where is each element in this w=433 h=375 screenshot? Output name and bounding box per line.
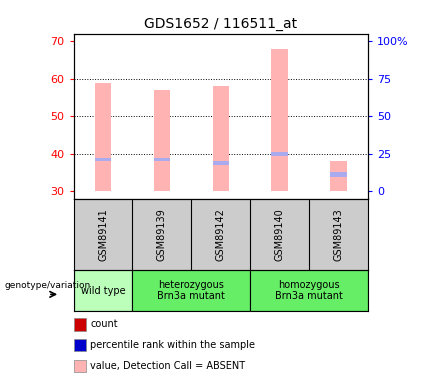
Bar [213, 161, 229, 165]
Bar [95, 82, 111, 191]
Text: GSM89143: GSM89143 [333, 208, 344, 261]
Text: count: count [90, 320, 118, 329]
Text: GSM89140: GSM89140 [275, 208, 285, 261]
Text: genotype/variation: genotype/variation [4, 280, 90, 290]
Bar [154, 90, 170, 191]
Title: GDS1652 / 116511_at: GDS1652 / 116511_at [144, 17, 297, 32]
Text: percentile rank within the sample: percentile rank within the sample [90, 340, 255, 350]
Bar [74, 270, 132, 311]
Bar [271, 49, 288, 191]
Bar [213, 86, 229, 191]
Text: homozygous
Brn3a mutant: homozygous Brn3a mutant [275, 280, 343, 302]
Text: heterozygous
Brn3a mutant: heterozygous Brn3a mutant [158, 280, 225, 302]
Bar [132, 270, 250, 311]
Bar [330, 161, 347, 191]
Text: GSM89141: GSM89141 [98, 208, 108, 261]
Bar [250, 270, 368, 311]
Bar [330, 172, 347, 177]
Bar [271, 152, 288, 156]
Text: GSM89139: GSM89139 [157, 208, 167, 261]
Bar [95, 158, 111, 161]
Text: value, Detection Call = ABSENT: value, Detection Call = ABSENT [90, 361, 245, 370]
Text: wild type: wild type [81, 286, 126, 296]
Text: GSM89142: GSM89142 [216, 208, 226, 261]
Bar [154, 158, 170, 161]
